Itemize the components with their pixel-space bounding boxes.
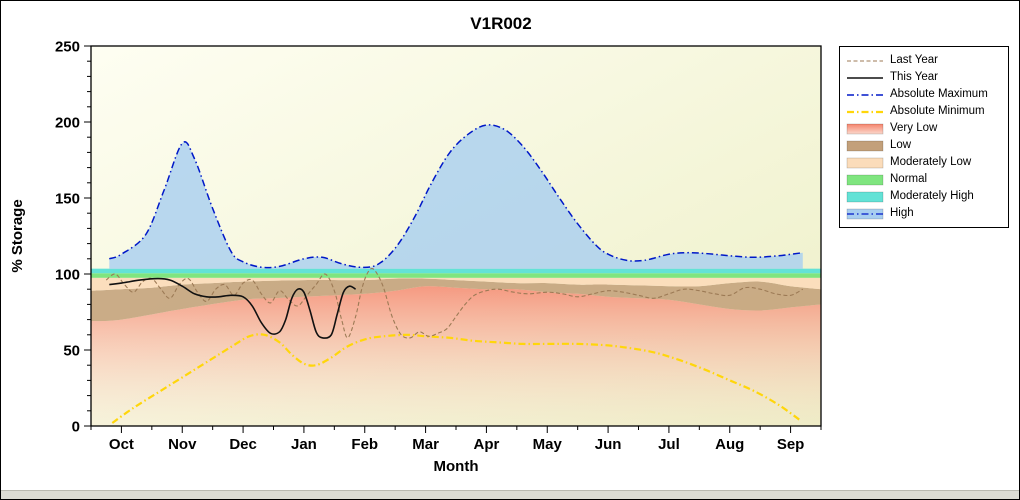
x-axis-label: Month bbox=[434, 458, 479, 475]
legend-sample-moderately-low bbox=[846, 157, 884, 168]
legend-item-low: Low bbox=[846, 137, 1002, 154]
legend-label-last-year: Last Year bbox=[890, 53, 938, 66]
y-tick-label: 150 bbox=[55, 190, 80, 207]
legend-sample-absolute-minimum bbox=[847, 110, 883, 113]
legend-sample-absolute-maximum bbox=[847, 93, 883, 96]
y-tick-label: 50 bbox=[63, 342, 80, 359]
legend-item-normal: Normal bbox=[846, 171, 1002, 188]
legend-sample-this-year bbox=[847, 76, 883, 79]
legend-label-absolute-minimum: Absolute Minimum bbox=[890, 104, 985, 117]
legend-sample-low bbox=[846, 140, 884, 151]
legend-item-this-year: This Year bbox=[846, 69, 1002, 86]
legend-sample-very-low bbox=[846, 123, 884, 134]
legend-item-very-low: Very Low bbox=[846, 120, 1002, 137]
legend-label-moderately-low: Moderately Low bbox=[890, 155, 972, 168]
x-tick-label: Sep bbox=[777, 436, 805, 453]
legend-sample-last-year bbox=[847, 59, 883, 62]
y-axis-label: % Storage bbox=[9, 199, 26, 272]
x-tick-label: Jul bbox=[658, 436, 680, 453]
legend-item-absolute-minimum: Absolute Minimum bbox=[846, 103, 1002, 120]
legend-sample-moderately-high bbox=[846, 191, 884, 202]
x-tick-label: May bbox=[533, 436, 563, 453]
legend-label-normal: Normal bbox=[890, 172, 928, 185]
zone-moderately-high bbox=[91, 268, 821, 274]
x-tick-label: Jun bbox=[595, 436, 622, 453]
zone-low bbox=[91, 278, 821, 322]
x-tick-label: Dec bbox=[229, 436, 257, 453]
plot-area bbox=[91, 46, 821, 426]
zone-moderately-low bbox=[91, 277, 821, 291]
legend-item-moderately-low: Moderately Low bbox=[846, 154, 1002, 171]
y-tick-label: 100 bbox=[55, 266, 80, 283]
x-tick-label: Aug bbox=[715, 436, 744, 453]
legend-label-absolute-maximum: Absolute Maximum bbox=[890, 87, 988, 100]
x-tick-label: Nov bbox=[168, 436, 197, 453]
legend-item-moderately-high: Moderately High bbox=[846, 188, 1002, 205]
legend-label-low: Low bbox=[890, 138, 912, 151]
window-bottom-strip bbox=[1, 490, 1019, 499]
legend-sample-normal bbox=[846, 174, 884, 185]
zone-very-low bbox=[91, 286, 821, 426]
legend-items: Last Year This Year Absolute Maximum Absolu… bbox=[846, 52, 1002, 222]
y-tick-label: 0 bbox=[72, 418, 80, 435]
legend-label-very-low: Very Low bbox=[890, 121, 938, 134]
zone-normal bbox=[91, 273, 821, 278]
legend: Last Year This Year Absolute Maximum Absolu… bbox=[839, 46, 1009, 228]
chart-title: V1R002 bbox=[470, 14, 531, 33]
zone-high bbox=[109, 124, 803, 269]
x-tick-label: Jan bbox=[291, 436, 317, 453]
legend-label-moderately-high: Moderately High bbox=[890, 189, 974, 202]
x-tick-label: Mar bbox=[412, 436, 439, 453]
x-tick-label: Apr bbox=[473, 436, 499, 453]
legend-label-this-year: This Year bbox=[890, 70, 938, 83]
legend-sample-high bbox=[846, 208, 884, 219]
legend-item-last-year: Last Year bbox=[846, 52, 1002, 69]
legend-item-high: High bbox=[846, 205, 1002, 222]
last-year-line bbox=[105, 267, 804, 339]
x-tick-label: Oct bbox=[109, 436, 134, 453]
x-tick-label: Feb bbox=[351, 436, 378, 453]
legend-label-high: High bbox=[890, 206, 914, 219]
absolute-maximum-line bbox=[109, 124, 803, 269]
absolute-minimum-line bbox=[111, 333, 801, 424]
this-year-line bbox=[109, 277, 357, 339]
legend-item-absolute-maximum: Absolute Maximum bbox=[846, 86, 1002, 103]
y-tick-label: 200 bbox=[55, 114, 80, 131]
y-tick-label: 250 bbox=[55, 38, 80, 55]
